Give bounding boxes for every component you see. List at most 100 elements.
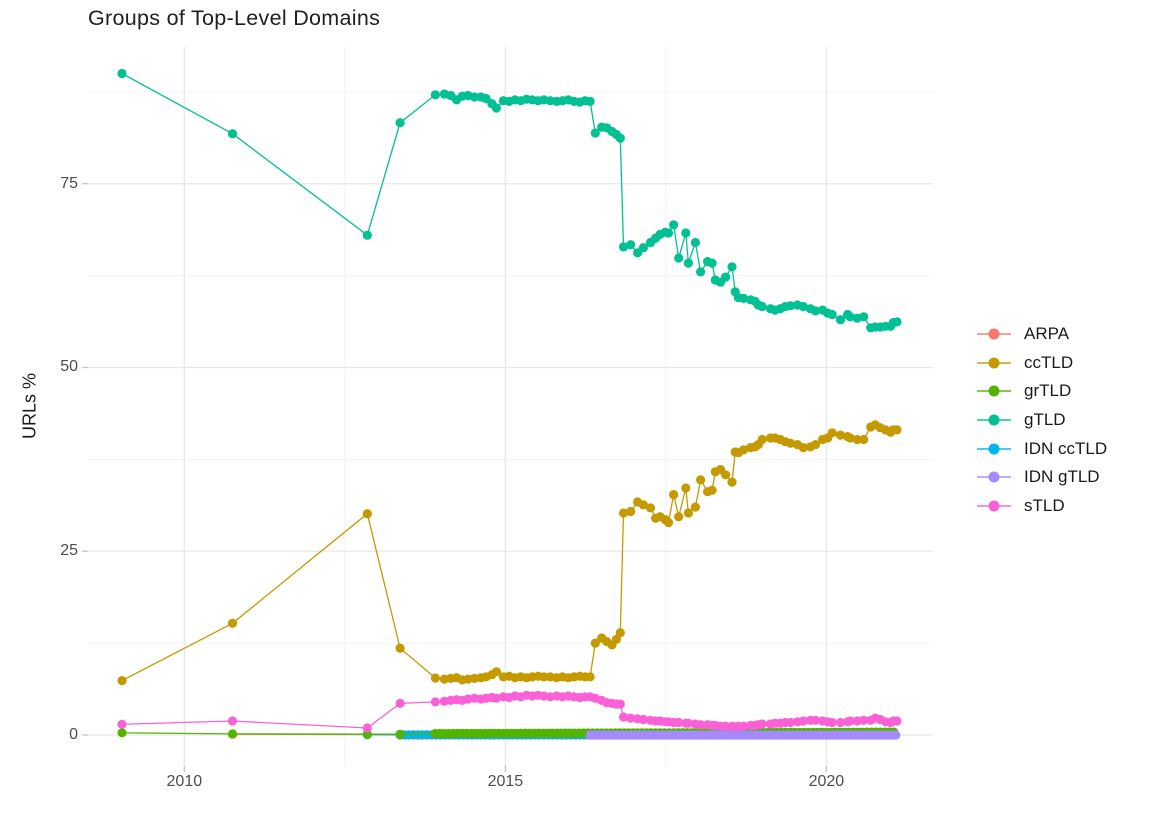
- data-point: [539, 672, 549, 682]
- data-point: [785, 438, 796, 448]
- x-tick-label: 2020: [808, 773, 845, 790]
- data-point: [757, 719, 767, 729]
- data-point: [395, 118, 405, 128]
- legend-key-icon: [977, 357, 1011, 369]
- data-point: [683, 718, 694, 728]
- data-point: [227, 618, 238, 628]
- legend-key-dot: [988, 357, 1000, 369]
- data-point: [645, 503, 656, 513]
- legend-label: sTLD: [1024, 495, 1065, 515]
- legend-item-cctld: ccTLD: [976, 349, 1162, 378]
- data-point: [721, 721, 731, 731]
- data-point: [362, 509, 372, 519]
- data-point: [615, 628, 625, 638]
- data-point: [362, 723, 372, 733]
- data-point: [491, 693, 501, 703]
- data-point: [227, 129, 238, 139]
- legend-key-dot: [988, 385, 1000, 397]
- y-tick-label: 25: [60, 542, 78, 560]
- data-point: [845, 716, 855, 726]
- data-point: [798, 301, 808, 312]
- data-point: [117, 68, 127, 79]
- series-cctld: [117, 420, 902, 686]
- data-point: [757, 301, 767, 312]
- legend: ARPA ccTLD grTLD gTLD IDN ccTLD IDN gTLD sTLD: [976, 320, 1162, 520]
- data-point: [669, 220, 679, 230]
- data-point: [117, 676, 127, 686]
- x-tick-label: 2010: [166, 773, 203, 790]
- data-point: [835, 315, 846, 325]
- data-point: [626, 713, 636, 723]
- legend-label: IDN ccTLD: [1024, 438, 1108, 458]
- x-tick-label: 2015: [487, 773, 524, 790]
- data-point: [859, 312, 869, 322]
- legend-label: grTLD: [1024, 381, 1072, 401]
- data-point: [395, 698, 405, 709]
- chart-title: Groups of Top-Level Domains: [88, 6, 381, 30]
- data-point: [585, 672, 595, 682]
- data-point: [845, 433, 855, 443]
- data-point: [721, 470, 731, 480]
- legend-label: ccTLD: [1024, 352, 1074, 372]
- data-point: [798, 716, 808, 726]
- data-point: [798, 443, 808, 453]
- data-point: [590, 128, 600, 138]
- data-point: [683, 508, 694, 518]
- data-point: [827, 717, 837, 728]
- data-point: [430, 697, 440, 707]
- legend-key-dot: [988, 500, 1000, 512]
- data-point: [615, 699, 625, 709]
- legend-key-icon: [977, 443, 1011, 455]
- data-point: [618, 712, 629, 722]
- data-point: [859, 715, 869, 725]
- data-point: [690, 502, 701, 512]
- data-point: [696, 475, 706, 485]
- data-point: [892, 317, 902, 327]
- data-point: [827, 309, 837, 320]
- data-point: [395, 729, 405, 739]
- data-point: [810, 715, 821, 725]
- data-point: [892, 425, 902, 435]
- data-point: [362, 230, 372, 240]
- legend-item-gtld: gTLD: [976, 406, 1162, 435]
- data-point: [638, 243, 649, 253]
- data-point: [739, 721, 749, 731]
- data-point: [810, 440, 821, 450]
- data-point: [727, 477, 737, 487]
- data-point: [696, 720, 706, 730]
- data-point: [615, 133, 625, 143]
- legend-key-icon: [977, 471, 1011, 483]
- legend-key-dot: [988, 471, 1000, 483]
- data-point: [117, 719, 127, 729]
- series-line: [121, 424, 897, 682]
- data-point: [663, 228, 674, 238]
- legend-label: IDN gTLD: [1024, 467, 1100, 487]
- data-point: [707, 485, 717, 495]
- data-point: [835, 430, 846, 440]
- data-point: [852, 434, 862, 445]
- legend-key-dot: [988, 328, 1000, 340]
- data-point: [683, 258, 694, 268]
- legend-item-stld: sTLD: [976, 492, 1162, 521]
- data-point: [739, 293, 749, 303]
- data-point: [669, 490, 679, 500]
- legend-label: gTLD: [1024, 410, 1066, 430]
- data-point: [618, 242, 629, 252]
- data-point: [117, 728, 127, 738]
- data-point: [626, 240, 636, 250]
- legend-key-dot: [988, 414, 1000, 426]
- legend-item-idn-cctld: IDN ccTLD: [976, 434, 1162, 463]
- data-point: [491, 103, 501, 113]
- data-point: [590, 638, 600, 648]
- data-point: [681, 228, 691, 238]
- data-point: [674, 512, 684, 522]
- y-tick-label: 50: [60, 358, 78, 376]
- series-line: [121, 72, 898, 329]
- data-point: [835, 717, 846, 728]
- data-point: [227, 716, 238, 726]
- data-point: [674, 253, 684, 263]
- data-point: [395, 643, 405, 653]
- data-point: [638, 714, 649, 725]
- series-idn-gtld: [585, 730, 901, 740]
